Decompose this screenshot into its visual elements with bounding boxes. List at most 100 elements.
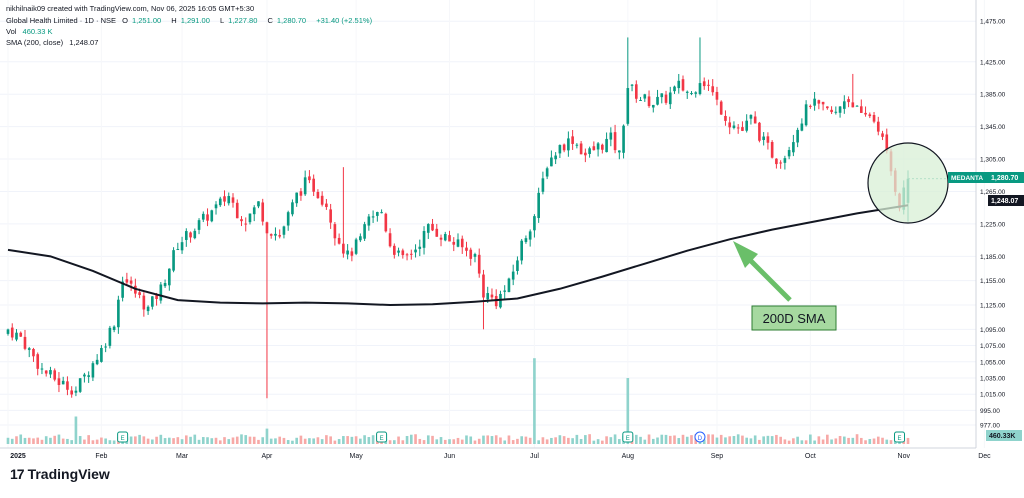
candle-body bbox=[418, 246, 422, 249]
candle-body bbox=[448, 235, 451, 242]
event-marker-icon bbox=[894, 431, 906, 443]
volume-bar bbox=[838, 435, 842, 444]
volume-bar bbox=[354, 436, 358, 444]
sma-legend[interactable]: SMA (200, close) 1,248.07 bbox=[6, 38, 102, 48]
candle-body bbox=[291, 202, 294, 215]
volume-bar bbox=[244, 435, 248, 444]
volume-bar bbox=[333, 440, 337, 444]
high-label: H bbox=[171, 16, 177, 25]
candle-body bbox=[728, 122, 732, 128]
candle-body bbox=[359, 236, 362, 241]
volume-bar bbox=[732, 436, 736, 444]
candle-body bbox=[843, 101, 846, 109]
candle-body bbox=[155, 295, 158, 300]
candle-body bbox=[376, 212, 379, 216]
volume-bar bbox=[74, 416, 78, 444]
volume-bar bbox=[342, 436, 345, 444]
volume-bar bbox=[647, 434, 651, 444]
volume-bar bbox=[545, 439, 549, 444]
sma-callout-label: 200D SMA bbox=[763, 311, 826, 326]
price-tick-label: 977.00 bbox=[980, 423, 1000, 430]
volume-bar bbox=[677, 438, 681, 444]
candle-body bbox=[435, 228, 439, 237]
volume-bar bbox=[516, 438, 519, 444]
volume-bar bbox=[388, 440, 392, 444]
sma-200-line bbox=[7, 204, 909, 307]
candle-body bbox=[32, 349, 35, 357]
volume-bar bbox=[783, 439, 787, 444]
close-value: 1,280.70 bbox=[276, 16, 307, 25]
volume-bar bbox=[758, 439, 761, 444]
candle-body bbox=[180, 242, 184, 251]
tradingview-brand[interactable]: 17 TradingView bbox=[10, 466, 110, 482]
candle-body bbox=[151, 296, 154, 307]
candle-body bbox=[490, 294, 494, 298]
candle-body bbox=[630, 84, 634, 86]
volume-bar bbox=[787, 440, 791, 444]
price-tick-label: 1,225.00 bbox=[980, 221, 1006, 228]
volume-bar bbox=[70, 440, 73, 444]
candle-body bbox=[745, 120, 748, 131]
volume-bar bbox=[741, 435, 744, 444]
volume-legend[interactable]: Vol 460.33 K bbox=[6, 27, 57, 37]
candle-body bbox=[367, 216, 371, 226]
volume-bar bbox=[486, 435, 490, 444]
time-tick-label: 2025 bbox=[10, 453, 26, 460]
price-tag-symbol: MEDANTA bbox=[951, 175, 983, 182]
volume-bar bbox=[95, 439, 99, 444]
candle-body bbox=[100, 347, 103, 362]
candle-body bbox=[753, 116, 757, 124]
volume-bar bbox=[541, 437, 545, 444]
candle-body bbox=[643, 94, 647, 99]
volume-bar bbox=[651, 438, 655, 444]
candle-body bbox=[125, 279, 129, 283]
candle-body bbox=[749, 114, 753, 119]
candle-body bbox=[647, 96, 651, 107]
candle-body bbox=[800, 123, 804, 131]
candle-body bbox=[244, 223, 248, 225]
candle-body bbox=[584, 152, 587, 156]
time-tick-label: Mar bbox=[176, 453, 189, 460]
candle-body bbox=[787, 150, 791, 157]
volume-bar bbox=[626, 378, 630, 444]
volume-bar bbox=[401, 440, 405, 444]
candle-body bbox=[23, 336, 27, 349]
candle-body bbox=[337, 237, 341, 244]
volume-bar bbox=[618, 439, 621, 444]
volume-bar bbox=[6, 437, 10, 444]
candle-body bbox=[431, 223, 434, 231]
symbol-name[interactable]: Global Health Limited · 1D · NSE bbox=[6, 16, 117, 25]
candle-body bbox=[210, 210, 214, 222]
candle-body bbox=[320, 195, 324, 205]
volume-bar bbox=[78, 436, 82, 444]
candle-body bbox=[792, 142, 795, 153]
candle-body bbox=[227, 196, 231, 204]
volume-bar bbox=[231, 437, 235, 444]
candle-body bbox=[622, 125, 625, 153]
candle-body bbox=[61, 380, 65, 385]
volume-bar bbox=[308, 438, 311, 444]
candle-body bbox=[758, 122, 761, 141]
volume-bar bbox=[83, 439, 86, 444]
candle-body bbox=[325, 203, 328, 208]
volume-bar bbox=[142, 436, 146, 444]
price-tick-label: 995.00 bbox=[980, 408, 1000, 415]
close-label: C bbox=[267, 16, 273, 25]
candle-body bbox=[231, 197, 235, 203]
candle-body bbox=[168, 268, 171, 286]
volume-bar bbox=[533, 358, 536, 444]
candle-body bbox=[859, 106, 863, 113]
volume-bar bbox=[66, 438, 69, 444]
event-marker-label: E bbox=[121, 436, 125, 442]
candle-body bbox=[414, 249, 417, 253]
volume-bar bbox=[558, 435, 562, 444]
event-marker-icon bbox=[622, 431, 634, 443]
volume-bar bbox=[753, 435, 757, 444]
volume-bar bbox=[422, 440, 426, 444]
candle-body bbox=[639, 100, 642, 102]
candle-body bbox=[766, 136, 770, 143]
candle-body bbox=[537, 192, 540, 218]
volume-bar bbox=[435, 439, 439, 444]
candle-body bbox=[223, 196, 226, 202]
